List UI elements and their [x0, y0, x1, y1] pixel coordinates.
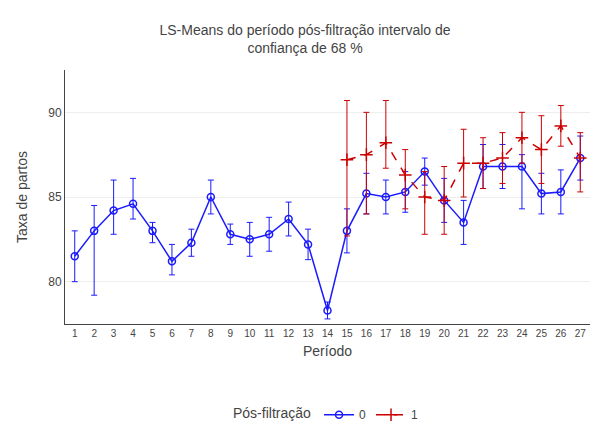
svg-text:1: 1 [72, 328, 78, 339]
svg-text:9: 9 [227, 328, 233, 339]
svg-text:8: 8 [208, 328, 214, 339]
svg-text:17: 17 [380, 328, 392, 339]
svg-text:4: 4 [130, 328, 136, 339]
svg-text:24: 24 [516, 328, 528, 339]
svg-text:1: 1 [411, 408, 418, 422]
svg-text:85: 85 [48, 190, 62, 204]
svg-text:25: 25 [536, 328, 548, 339]
svg-text:LS-Means do período pós-filtra: LS-Means do período pós-filtração interv… [159, 22, 450, 56]
svg-text:Pós-filtração: Pós-filtração [233, 405, 311, 421]
svg-text:27: 27 [575, 328, 587, 339]
svg-text:19: 19 [419, 328, 431, 339]
svg-text:2: 2 [91, 328, 97, 339]
svg-text:18: 18 [400, 328, 412, 339]
svg-text:20: 20 [439, 328, 451, 339]
svg-text:0: 0 [359, 408, 366, 422]
svg-text:13: 13 [302, 328, 314, 339]
svg-text:80: 80 [48, 275, 62, 289]
svg-text:15: 15 [341, 328, 353, 339]
svg-text:11: 11 [264, 328, 275, 339]
svg-text:Período: Período [303, 343, 352, 359]
svg-text:21: 21 [458, 328, 470, 339]
svg-text:26: 26 [555, 328, 567, 339]
svg-text:10: 10 [244, 328, 256, 339]
svg-text:5: 5 [150, 328, 156, 339]
svg-text:16: 16 [361, 328, 373, 339]
svg-text:7: 7 [189, 328, 195, 339]
svg-text:14: 14 [322, 328, 334, 339]
svg-text:12: 12 [283, 328, 295, 339]
svg-text:22: 22 [477, 328, 489, 339]
svg-text:Taxa de partos: Taxa de partos [14, 151, 30, 243]
svg-text:6: 6 [169, 328, 175, 339]
svg-text:23: 23 [497, 328, 509, 339]
svg-text:90: 90 [48, 106, 62, 120]
svg-text:3: 3 [111, 328, 117, 339]
